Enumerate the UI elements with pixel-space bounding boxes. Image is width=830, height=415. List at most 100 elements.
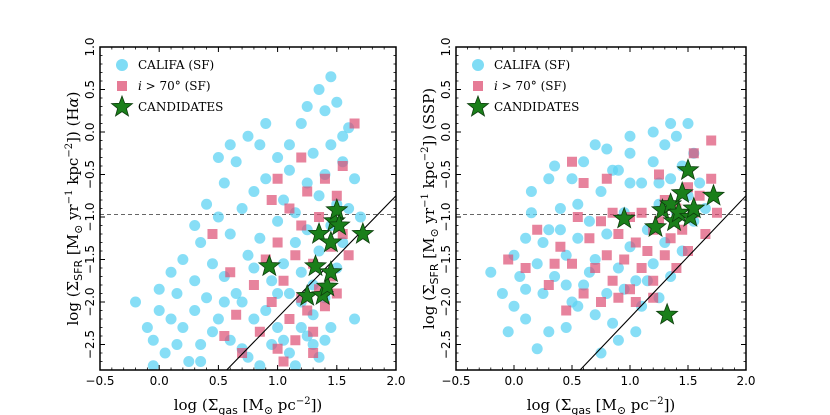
candidate-star [319,230,343,253]
califa-point [612,334,624,346]
califa-point [560,322,572,333]
candidate-star [670,181,694,204]
inclined-point [590,263,601,273]
y-tick-label: −2.0 [83,287,97,316]
califa-point [242,249,254,261]
califa-point [201,292,213,304]
califa-point [630,326,642,338]
inclined-point [555,241,566,252]
califa-point [171,339,183,350]
califa-point [520,283,532,295]
inclined-point [601,250,612,261]
califa-point [189,220,201,231]
califa-point [283,139,295,151]
califa-point [313,84,325,95]
inclined-point [648,292,659,303]
califa-point [224,139,236,151]
califa-point [325,71,337,83]
y-tick-label: 1.0 [439,37,453,56]
califa-point [578,279,590,291]
califa-point [514,271,526,282]
y-tick-label: −1.0 [439,202,453,231]
inclined-point [671,263,682,273]
inclined-point [278,275,289,286]
califa-point [624,130,636,142]
y-tick-label: −0.5 [83,160,97,189]
inclined-point [706,135,717,146]
califa-point [153,305,165,316]
candidate-star [655,302,679,325]
inclined-point [706,173,717,184]
califa-point [153,283,165,295]
relation-line [579,195,746,370]
inclined-point [207,229,218,239]
inclined-point [712,207,722,218]
candidate-star [303,254,328,277]
califa-point [543,326,555,338]
califa-point [319,334,331,346]
califa-point [331,96,343,108]
x-tick-label: 0.5 [562,374,581,388]
inclined-point [331,190,342,201]
califa-point [171,288,183,299]
califa-point [319,105,331,117]
inclined-point [278,356,289,367]
inclined-point [654,169,664,180]
califa-point [130,296,142,308]
califa-point [295,322,307,333]
inclined-point [337,161,348,171]
califa-point [525,207,537,219]
califa-point [601,228,613,240]
califa-point [537,237,549,248]
califa-point [647,156,659,168]
califa-point [647,126,659,138]
candidate-star [319,260,343,283]
inclined-point [596,297,606,307]
x-axis-label: log (Σgas [M⊙ pc−2]) [527,396,676,415]
califa-point [295,266,307,278]
candidate-star [676,158,700,181]
califa-point [147,360,159,370]
inclined-point [677,224,688,235]
califa-point [549,160,561,172]
y-tick-label: −1.5 [83,245,97,274]
panel-ssp: −0.5 0.0 0.5 1.0 1.5 2.0 −2.5 −2.0 −1.5 −1.0 −0.5 0… [420,37,756,415]
candidate-star [667,200,691,223]
y-tick-label: 0.5 [439,80,453,99]
legend-label: i > 70° (SF) [494,79,567,93]
legend-circle-marker [472,59,484,71]
inclined-point [636,263,647,273]
califa-point [694,177,706,189]
califa-point [189,275,201,287]
califa-point [195,356,207,367]
califa-point [508,300,520,312]
califa-point [242,130,254,142]
califa-point [612,164,624,176]
califa-point [595,347,607,359]
inclined-point [284,314,295,324]
califa-point [254,232,266,244]
legend-label: CANDIDATES [494,100,579,114]
inclined-point [266,195,277,205]
inclined-point [688,148,699,159]
califa-point [283,347,295,359]
califa-point [218,177,230,189]
califa-point [165,313,177,325]
y-axis-label: log (ΣSFR [M⊙ yr−1 kpc−2]) (SSP) [420,88,441,329]
califa-point [313,190,325,202]
califa-point [665,173,677,185]
califa-point [349,173,361,185]
inclined-point [543,280,554,290]
inclined-point [248,280,259,290]
x-tick-label: 0.0 [504,374,523,388]
califa-point [601,288,613,299]
inclined-point [584,233,595,244]
inclined-point [296,152,307,163]
califa-point [301,177,313,189]
x-tick-label: 0.5 [209,374,228,388]
califa-point [189,305,201,316]
x-tick-label: 1.0 [620,374,639,388]
inclined-point [343,250,354,261]
califa-point [537,288,549,299]
